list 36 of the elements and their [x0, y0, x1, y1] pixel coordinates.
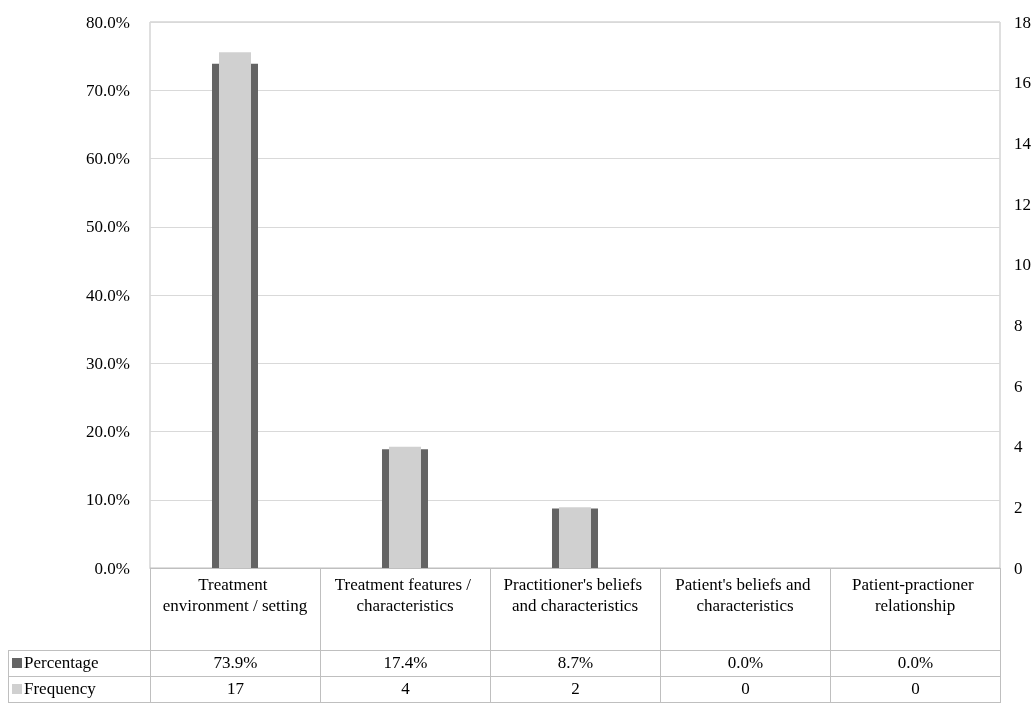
y2-tick-label: 0: [1014, 558, 1023, 578]
legend-label: Percentage: [8, 650, 151, 676]
data-label: 0: [660, 676, 831, 702]
data-label: 0.0%: [830, 650, 1001, 676]
y-tick-label: 10.0%: [86, 490, 130, 510]
x-tick-label: Treatment environment / setting: [162, 575, 308, 615]
y-tick-label: 30.0%: [86, 353, 130, 373]
data-label: 4: [320, 676, 491, 702]
y2-tick-label: 8: [1014, 315, 1023, 335]
x-tick-label: Patient-practioner relationship: [851, 575, 979, 615]
y2-tick-label: 14: [1014, 133, 1032, 153]
y2-tick-label: 18: [1014, 12, 1031, 32]
x-tick-label: Patient's beliefs and characteristics: [675, 575, 815, 615]
y2-tick-label: 4: [1014, 437, 1023, 457]
x-tick-label: Practitioner's beliefs and characteristics: [503, 575, 647, 615]
y-tick-label: 50.0%: [86, 217, 130, 237]
data-label: 17.4%: [320, 650, 491, 676]
x-tick-label: Treatment features / characteristics: [334, 575, 476, 615]
data-label: 17: [150, 676, 321, 702]
y2-tick-label: 16: [1014, 73, 1031, 93]
y2-tick-label: 2: [1014, 497, 1023, 517]
y2-tick-label: 10: [1014, 255, 1031, 275]
y-tick-label: 60.0%: [86, 149, 130, 168]
y-tick-label: 20.0%: [86, 422, 130, 441]
y-tick-label: 0.0%: [94, 558, 130, 578]
legend-label: Frequency: [8, 676, 151, 702]
y-tick-label: 80.0%: [86, 12, 130, 32]
data-label: 0.0%: [660, 650, 831, 676]
y-tick-label: 40.0%: [86, 285, 130, 305]
data-label: 8.7%: [490, 650, 661, 676]
data-label: 0: [830, 676, 1001, 702]
y2-tick-label: 6: [1014, 376, 1023, 396]
y-tick-label: 70.0%: [86, 80, 130, 100]
y2-tick-label: 12: [1014, 194, 1031, 214]
data-label: 73.9%: [150, 650, 321, 676]
data-label: 2: [490, 676, 661, 702]
